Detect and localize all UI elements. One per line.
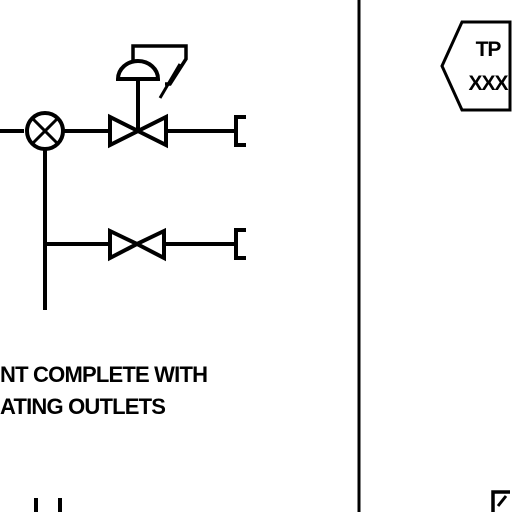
note-line-2: ATING OUTLETS <box>0 394 165 419</box>
tag-hexagon: TP XXX <box>440 20 512 112</box>
tag-line-1: TP <box>476 38 502 61</box>
note-line-1: NT COMPLETE WITH <box>0 362 207 387</box>
partial-symbol-bottom-right <box>491 490 510 512</box>
manual-valve-symbol <box>108 227 166 262</box>
upper-outlet-cap <box>234 115 246 147</box>
flow-indicator-symbol <box>25 111 65 151</box>
lower-outlet-cap <box>234 228 246 260</box>
tag-line-2: XXX <box>468 72 508 95</box>
